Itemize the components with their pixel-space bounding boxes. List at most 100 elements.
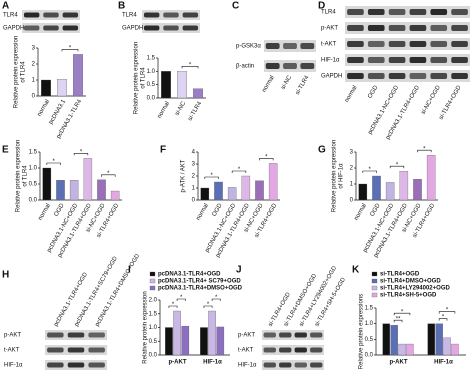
sig-label: * [401,309,404,315]
sig-label: * [446,308,449,314]
blot-band [409,73,427,79]
sig-label: * [80,149,83,155]
legend-label: pcDNA3.1-TLR4+ SC79+OGD [158,279,241,285]
blot-band [279,332,292,338]
blot-band [347,41,364,47]
panel-letter: E [2,145,9,156]
y-tick-label: 1.0 [149,325,158,331]
bar [177,71,187,99]
blot-band [263,362,276,368]
blot-column-label: si-NC+OGD [421,84,443,115]
blot-band [430,9,448,15]
sig-label: * [189,62,192,68]
blot-band [451,25,468,31]
bar [216,326,225,356]
blot-band [163,12,179,18]
y-tick-label: 2 [32,62,36,68]
x-tick-label: normal [37,99,51,118]
y-tick-label: 3 [192,162,196,168]
blot-row-label: HIF-1α [238,363,257,369]
legend-label: si-TLR4+SH-5+OGD [380,293,437,299]
blot-band [388,57,406,63]
y-axis-label: of TLR4 [21,61,27,83]
sig-bracket [61,49,79,52]
blot-band [67,362,85,368]
blot-row-label: HIF-1α [4,363,23,369]
y-tick-label: 3 [32,46,36,52]
panel-letter: F [160,145,166,156]
panel-letter: B [118,1,125,12]
y-axis-label: Relative protein expressions [359,294,365,369]
blot-band [300,43,315,49]
y-axis-label: Relative protein expression [134,42,140,114]
blot-row-label: GAPDH [3,26,24,32]
blot-column-label: si-TLR4 [295,74,311,96]
blot-band [451,73,468,79]
legend-swatch [149,285,156,291]
y-axis-label: Relative protein expression [16,140,22,212]
sig-label: * [107,171,110,177]
bar [208,310,216,356]
x-tick-label: OGD [370,202,382,217]
blot-band [294,347,307,353]
blot-band [409,25,427,31]
bar [214,181,223,201]
blot-band [451,57,468,63]
blot-strip [262,345,324,355]
bar [41,79,51,97]
legend-label: pcDNA3.1-TLR4+OGD [158,272,221,278]
blot-band [347,25,364,31]
y-tick-label: 0.0 [365,353,374,359]
x-tick-label: OGD [54,202,66,217]
bar [56,180,65,201]
blot-strip [262,330,324,340]
y-axis-label: Relative protein expression [14,36,20,108]
bar [181,325,190,356]
blot-band [43,25,59,31]
y-tick-label: 4 [192,150,196,156]
y-axis-label: of TLR4 [141,67,147,89]
sig-label: * [210,173,213,179]
y-tick-label: 1 [350,182,354,188]
x-tick-label: HIF-1α [203,360,222,366]
bar [110,190,120,201]
legend-label: si-TLR4+OGD [380,272,420,278]
blot-band [409,57,427,63]
panel-letter: J [236,265,242,276]
y-tick-label: 1.0 [29,166,38,172]
y-tick-label: 2 [192,174,196,180]
x-tick-label: normal [38,203,52,222]
y-tick-label: 0 [32,94,36,100]
blot-column-label: pcDNA3.1-TLR4+SC79+OGD [74,255,119,328]
y-tick-label: 1.0 [365,321,374,327]
panel-letter: I [128,265,131,276]
x-tick-label: normal [196,203,210,222]
bar [358,183,368,201]
y-tick-label: 1.5 [147,56,156,62]
bar [390,325,398,356]
blot-band [182,25,199,31]
blot-row-label: t-AKT [238,348,254,354]
blot-band [23,12,40,18]
bar [406,343,414,356]
blot-band [347,57,364,63]
y-tick-label: 2 [350,166,354,172]
blot-row-label: t-AKT [4,348,20,354]
panel-letter: K [352,265,360,276]
blot-column-label: si-TLR4+OGD [438,84,463,121]
blot-band [430,57,448,63]
panel-letter: G [318,145,326,156]
blot-band [265,43,280,49]
legend-label: pcDNA3.1-TLR4+DMSO+OGD [158,286,243,292]
bar [451,343,459,356]
bar [382,323,390,356]
sig-label: * [442,315,445,321]
x-tick-label: OGD [212,202,224,217]
y-tick-label: 2.0 [149,298,158,304]
blot-band [388,25,406,31]
blot-row-label: TLR4 [3,13,18,19]
bar [165,327,173,356]
blot-band [300,63,315,69]
axis-line [355,152,438,201]
